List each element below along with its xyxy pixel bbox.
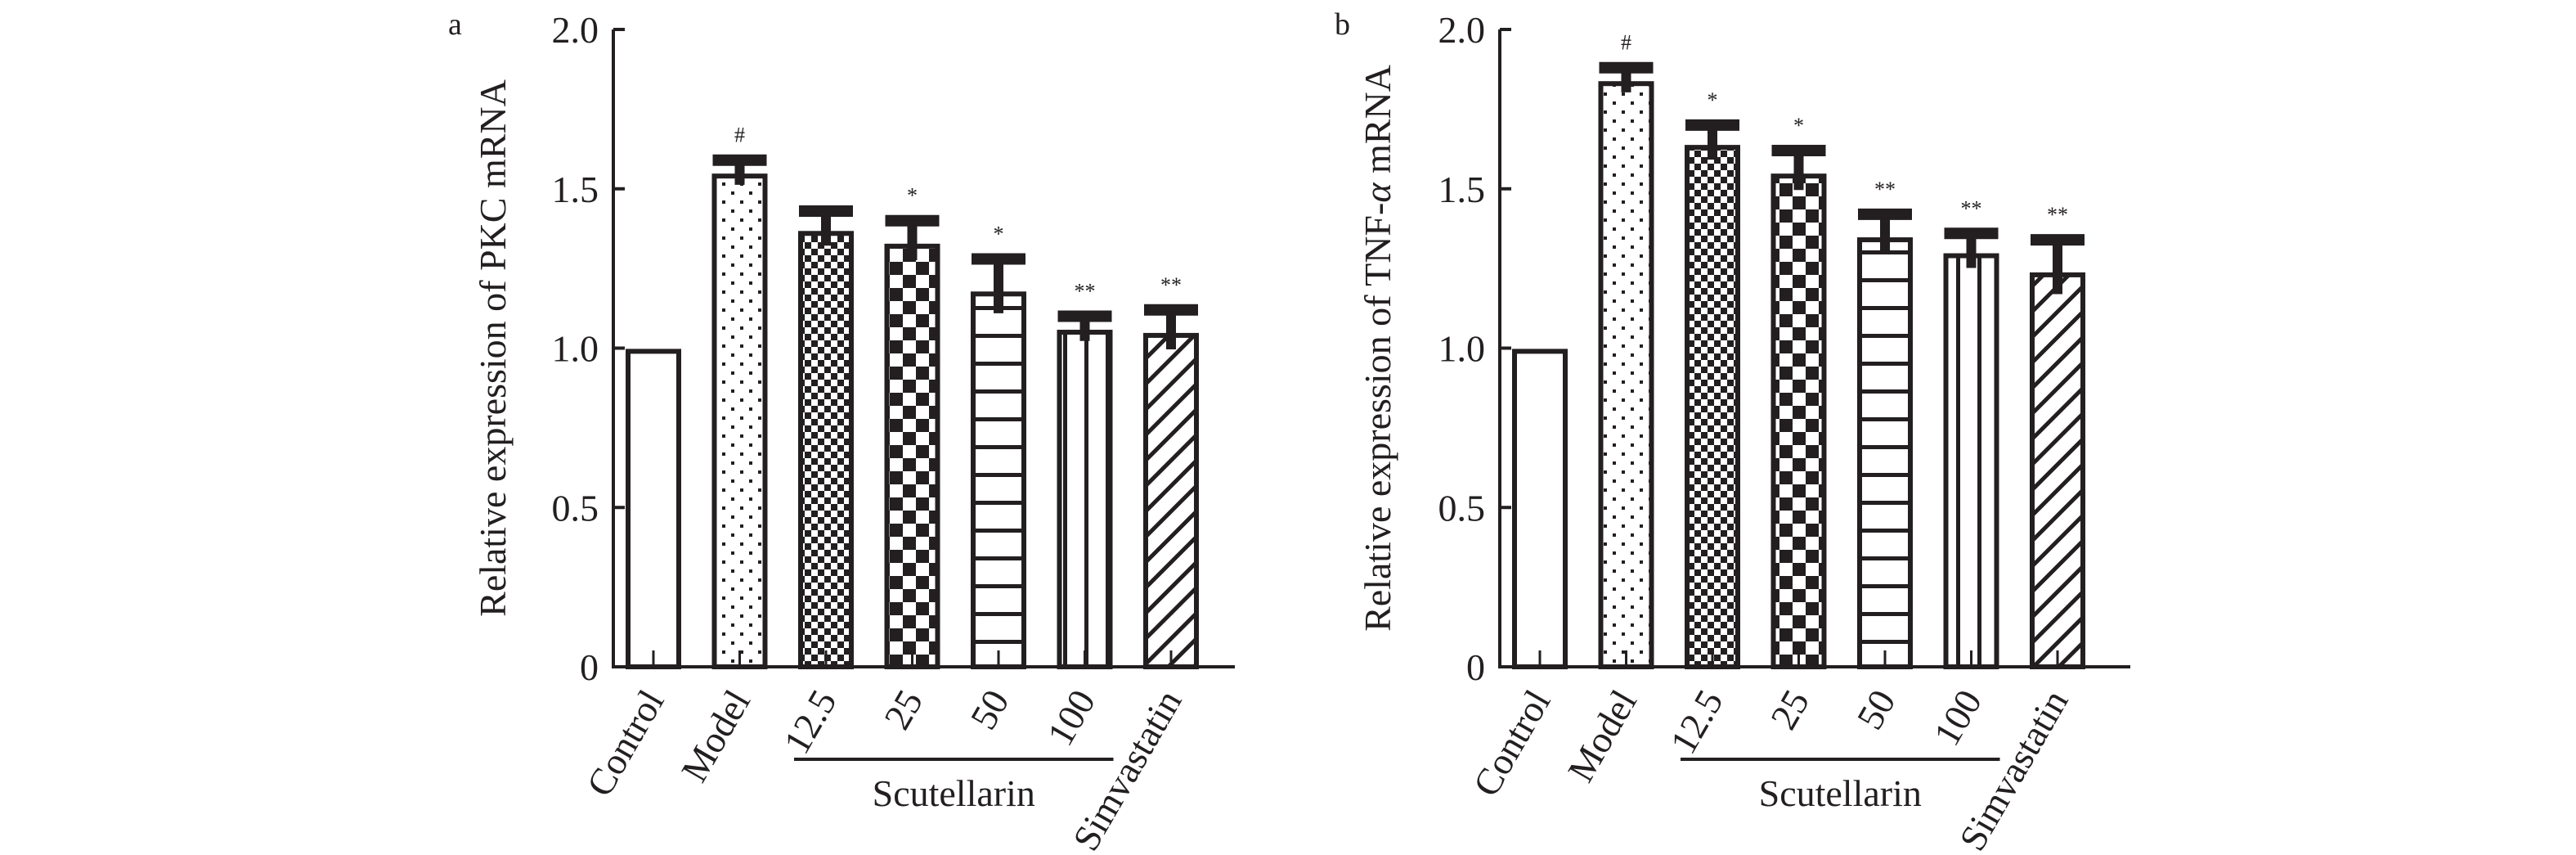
bar-12-5: [1685, 145, 1740, 670]
y-tick-label: 1.0: [1438, 328, 1486, 370]
bar-50: [1857, 237, 1913, 669]
group-label: Scutellarin: [873, 772, 1035, 814]
significance-marker: **: [1160, 273, 1182, 297]
significance-marker: *: [907, 184, 918, 208]
y-tick-label: 0: [580, 646, 599, 688]
significance-marker: #: [1621, 31, 1631, 55]
y-tick-label: 1.0: [552, 328, 599, 370]
x-tick-label: 100: [1039, 683, 1103, 753]
x-tick-label: Control: [578, 683, 671, 803]
panel-label: a: [448, 7, 462, 42]
significance-marker: **: [1075, 280, 1096, 304]
group-label: Scutellarin: [1759, 772, 1922, 814]
bar-simvastatin: [1143, 332, 1199, 669]
y-tick-label: 2.0: [1438, 9, 1486, 51]
y-tick-label: 0: [1466, 646, 1485, 688]
y-tick-label: 0.5: [552, 487, 599, 529]
significance-marker: *: [1793, 114, 1804, 137]
bar-50: [971, 291, 1026, 669]
y-axis-label-part: mRNA: [1357, 65, 1398, 182]
x-tick-label: 12.5: [1662, 683, 1730, 761]
bar-100: [1943, 253, 1999, 669]
bar-25: [884, 243, 940, 669]
significance-marker: *: [994, 222, 1004, 245]
bar-model: [1598, 81, 1654, 669]
y-axis-label: Relative expression of TNF-α mRNA: [1357, 65, 1398, 632]
x-tick-label: 25: [1762, 683, 1817, 736]
x-tick-label: Model: [673, 683, 758, 790]
bar-simvastatin: [2030, 272, 2085, 669]
bar-control: [626, 349, 681, 669]
x-tick-label: 12.5: [775, 683, 844, 761]
x-tick-label: 50: [962, 683, 1016, 736]
y-axis-label: Relative expression of PKC mRNA: [472, 79, 514, 617]
y-axis-label-part: α: [1357, 182, 1398, 203]
y-axis-label-part: Relative expression of TNF-: [1357, 203, 1398, 632]
chart-panel-a: a 0 0.5 1.0 1.5 2.0 Relative expression of PKC…: [448, 7, 1235, 855]
x-tick-label: Model: [1560, 683, 1645, 790]
chart-panel-b: b 0 0.5 1.0 1.5 2.0 Relative expression of TNF…: [1335, 7, 2130, 855]
significance-marker: **: [2047, 203, 2068, 227]
significance-marker: **: [1874, 178, 1896, 201]
bar-control: [1512, 349, 1568, 669]
significance-marker: *: [1708, 88, 1718, 112]
x-tick-label: Control: [1465, 683, 1558, 803]
significance-marker: **: [1961, 196, 1982, 220]
bar-25: [1770, 173, 1827, 670]
x-tick-label: 25: [876, 683, 931, 736]
x-tick-label: 50: [1848, 683, 1903, 736]
bar-model: [711, 173, 768, 670]
panel-label: b: [1335, 7, 1350, 42]
bar-12-5: [798, 231, 854, 669]
y-tick-label: 2.0: [552, 9, 599, 51]
significance-marker: #: [734, 124, 745, 147]
bar-100: [1057, 330, 1113, 669]
y-tick-label: 1.5: [1438, 169, 1486, 210]
y-tick-label: 0.5: [1438, 487, 1486, 529]
y-tick-label: 1.5: [552, 169, 599, 210]
x-tick-label: 100: [1925, 683, 1990, 753]
